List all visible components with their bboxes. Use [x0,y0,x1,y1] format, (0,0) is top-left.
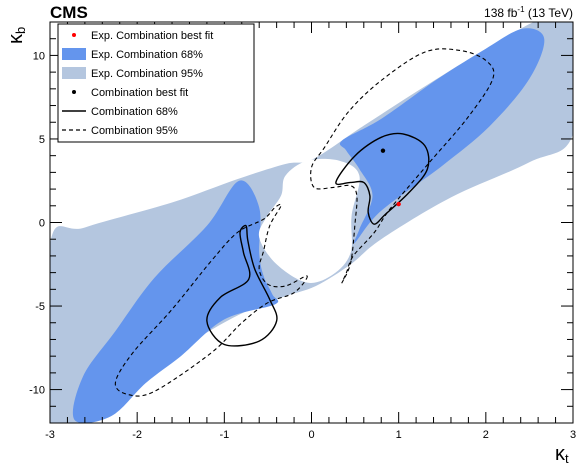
y-tick-label: 5 [39,134,45,146]
contour-regions [50,22,573,423]
y-tick-label: 10 [33,50,45,62]
y-axis-label-main: κ [5,33,27,44]
legend-entry-label: Combination best fit [91,87,188,99]
exp68-region-1 [72,180,279,423]
legend-entry-label: Exp. Combination 68% [91,49,203,61]
legend: Exp. Combination best fit Exp. Combinatio… [57,23,255,143]
comb95-contour-1 [114,203,308,397]
y-tick-label: -10 [29,385,45,397]
x-tick-label: 1 [396,429,402,441]
x-tick-label: 0 [308,429,314,441]
y-tick-label: -5 [35,301,45,313]
x-tick-label: 2 [483,429,489,441]
x-tick-label: -2 [132,429,142,441]
legend-box [57,23,255,143]
legend-symbol-black-dot [72,90,76,94]
best-fit-markers [380,148,401,207]
lumi-value: 138 fb [484,6,518,20]
x-axis-label-main: κ [555,443,566,464]
experiment-label: CMS [50,3,88,22]
comb95-contour-0 [310,48,495,284]
luminosity-label: 138 fb-1 (13 TeV) [484,5,573,20]
x-axis-label-sub: t [565,451,569,464]
comb68-contour-1 [206,224,278,347]
x-axis-label: κt [555,443,569,464]
legend-entry-label: Exp. Combination 95% [91,68,203,80]
x-tick-label: -1 [219,429,229,441]
lumi-exponent: -1 [517,5,525,14]
x-tick-label: 3 [570,429,576,441]
y-axis-label: κb [5,27,28,44]
legend-symbol-fill-68 [62,48,86,60]
combination-best-fit-marker [380,148,386,153]
legend-symbol-red-dot [72,33,76,37]
excluded-region-0 [258,158,360,283]
energy-value: (13 TeV) [525,6,573,20]
y-axis-label-sub: b [13,27,28,34]
exp-best-fit-marker [396,201,401,207]
legend-entry-label: Combination 95% [91,125,178,137]
legend-symbol-fill-95 [62,67,86,79]
y-tick-label: 0 [39,218,45,230]
exp68-region-0 [339,28,545,244]
x-tick-label: -3 [45,429,55,441]
legend-entry-label: Combination 68% [91,106,178,118]
legend-entry-label: Exp. Combination best fit [91,30,213,42]
